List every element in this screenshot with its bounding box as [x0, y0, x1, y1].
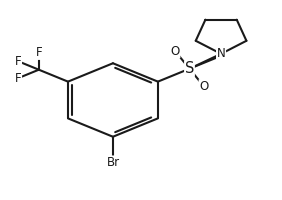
Text: N: N	[217, 49, 225, 62]
Text: F: F	[15, 55, 21, 68]
Text: O: O	[199, 80, 208, 93]
Text: S: S	[185, 61, 194, 76]
Text: F: F	[15, 72, 21, 85]
Text: F: F	[36, 46, 42, 59]
Text: Br: Br	[106, 156, 120, 169]
Text: O: O	[171, 45, 180, 58]
Text: N: N	[217, 47, 225, 60]
